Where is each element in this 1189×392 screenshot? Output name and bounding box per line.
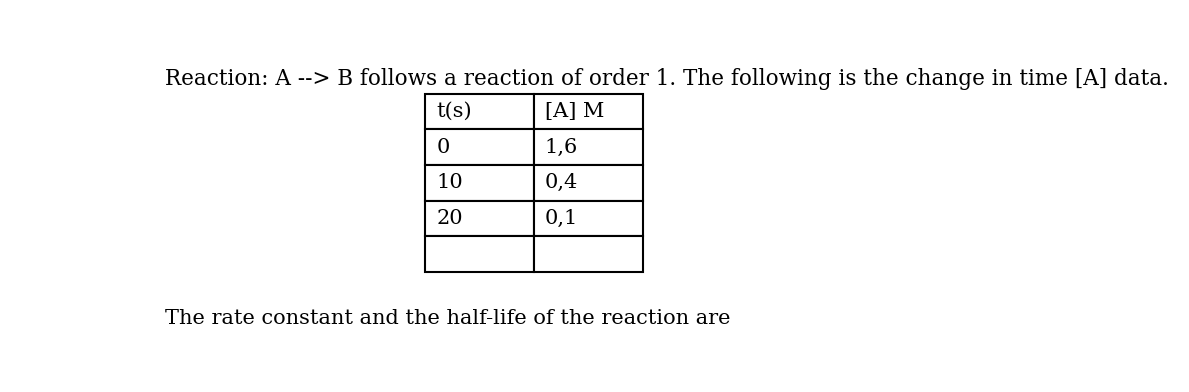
Bar <box>426 165 534 201</box>
Text: 0,4: 0,4 <box>545 173 578 192</box>
Bar <box>426 94 534 129</box>
Bar <box>534 94 642 129</box>
Text: [A] M: [A] M <box>545 102 604 121</box>
Text: 0,1: 0,1 <box>545 209 578 228</box>
Bar <box>426 236 534 272</box>
Text: The rate constant and the half-life of the reaction are: The rate constant and the half-life of t… <box>165 309 731 328</box>
Text: 20: 20 <box>436 209 463 228</box>
Text: t(s): t(s) <box>436 102 472 121</box>
Text: 1,6: 1,6 <box>545 138 578 157</box>
Bar <box>534 129 642 165</box>
Text: 10: 10 <box>436 173 463 192</box>
Bar <box>426 129 534 165</box>
Bar <box>534 236 642 272</box>
Bar <box>534 165 642 201</box>
Bar <box>534 201 642 236</box>
Bar <box>426 201 534 236</box>
Text: Reaction: A --> B follows a reaction of order 1. The following is the change in : Reaction: A --> B follows a reaction of … <box>165 68 1169 90</box>
Text: 0: 0 <box>436 138 449 157</box>
